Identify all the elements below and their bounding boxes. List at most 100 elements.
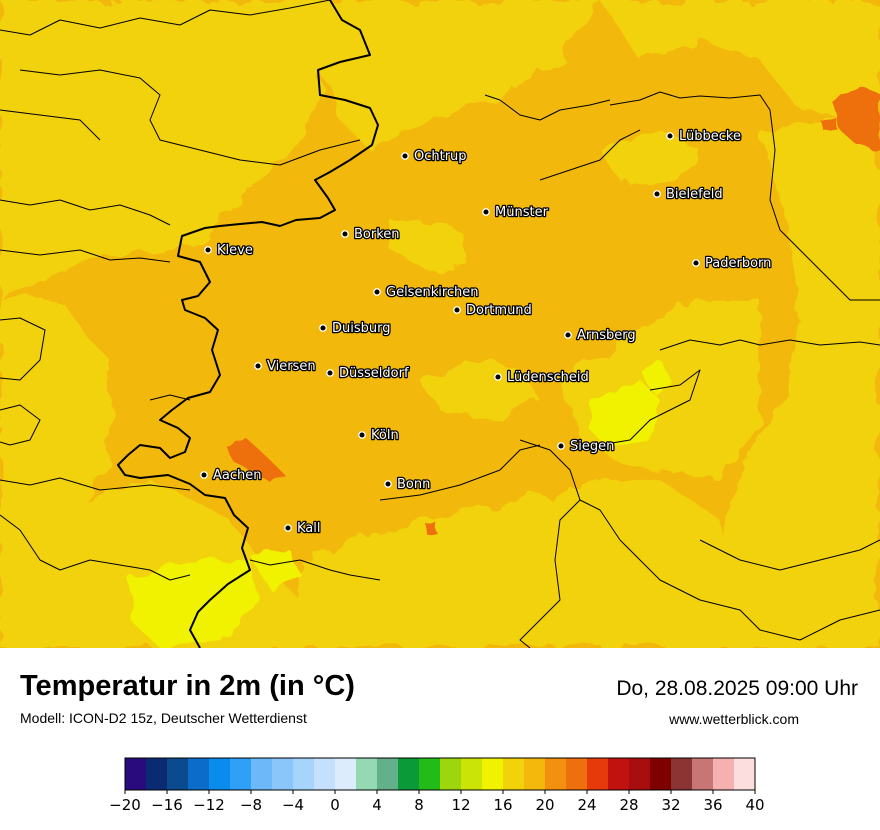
legend-swatch xyxy=(251,758,273,790)
city-kall: Kall xyxy=(284,520,322,537)
legend-swatch xyxy=(524,758,546,790)
legend-tick-label: 12 xyxy=(451,796,470,814)
legend-swatch xyxy=(272,758,294,790)
legend-swatch xyxy=(503,758,525,790)
city-label: Siegen xyxy=(570,439,614,454)
city-label: Arnsberg xyxy=(577,328,636,343)
legend-tick-label: −16 xyxy=(151,796,183,814)
admin-borders xyxy=(0,0,880,648)
city-marker-dot xyxy=(653,190,661,198)
city-lüdenscheid: Lüdenscheid xyxy=(494,369,590,386)
legend-tick-label: 0 xyxy=(330,796,340,814)
legend-swatch xyxy=(230,758,252,790)
legend-tick-label: −12 xyxy=(193,796,225,814)
legend-tick-label: 20 xyxy=(535,796,554,814)
city-aachen: Aachen xyxy=(200,467,263,484)
city-label: Bielefeld xyxy=(666,187,723,202)
city-label: Lüdenscheid xyxy=(507,370,589,385)
city-bonn: Bonn xyxy=(384,476,432,493)
city-marker-dot xyxy=(373,288,381,296)
legend-swatch xyxy=(356,758,378,790)
city-marker-dot xyxy=(341,230,349,238)
field-hot-spots xyxy=(222,88,880,534)
city-marker-dot xyxy=(666,132,674,140)
city-label: Kall xyxy=(297,521,321,536)
legend-swatch xyxy=(440,758,462,790)
legend-swatch xyxy=(314,758,336,790)
city-marker-dot xyxy=(453,306,461,314)
legend-swatch xyxy=(209,758,231,790)
legend-swatch xyxy=(587,758,609,790)
legend-swatch xyxy=(734,758,756,790)
city-viersen: Viersen xyxy=(254,358,317,375)
city-marker-dot xyxy=(482,208,490,216)
website-link[interactable]: www.wetterblick.com xyxy=(669,711,799,727)
legend-tick-label: 16 xyxy=(493,796,512,814)
forecast-datetime: Do, 28.08.2025 09:00 Uhr xyxy=(616,677,858,700)
city-label: Borken xyxy=(354,227,400,242)
city-marker-dot xyxy=(384,480,392,488)
legend-tick-label: 36 xyxy=(703,796,722,814)
legend-swatch xyxy=(671,758,693,790)
city-paderborn: Paderborn xyxy=(692,255,773,272)
city-label: Ochtrup xyxy=(414,149,467,164)
legend-swatch xyxy=(629,758,651,790)
legend-swatch xyxy=(146,758,168,790)
legend-swatch xyxy=(335,758,357,790)
city-label: Paderborn xyxy=(705,256,771,271)
model-info: Modell: ICON-D2 15z, Deutscher Wetterdie… xyxy=(20,710,307,726)
color-legend: −20 −16 −12 −8 −4 0 4 8 12 16 20 24 28 32 36 40 xyxy=(105,756,785,826)
legend-tick-label: 32 xyxy=(661,796,680,814)
legend-tick-label: −8 xyxy=(240,796,262,814)
legend-tick-label: 40 xyxy=(745,796,764,814)
legend-frame xyxy=(124,757,756,791)
legend-swatch xyxy=(398,758,420,790)
city-lübbecke: Lübbecke xyxy=(666,128,742,145)
city-label: Kleve xyxy=(217,243,253,258)
city-label: Duisburg xyxy=(332,321,391,336)
city-label: Aachen xyxy=(213,468,261,483)
field-coolest-spots xyxy=(130,360,670,648)
legend-swatch xyxy=(167,758,189,790)
legend-tick-label: 28 xyxy=(619,796,638,814)
city-bielefeld: Bielefeld xyxy=(653,186,724,203)
city-köln: Köln xyxy=(358,427,400,444)
legend-swatch xyxy=(377,758,399,790)
temperature-map: Lübbecke Ochtrup Bielefeld Münster Borken Kle… xyxy=(0,0,880,648)
city-label: Düsseldorf xyxy=(339,366,409,381)
legend-tick-label: −4 xyxy=(282,796,304,814)
city-duisburg: Duisburg xyxy=(319,320,392,337)
legend-swatch xyxy=(482,758,504,790)
city-label: Gelsenkirchen xyxy=(386,285,479,300)
legend-tick-label: 4 xyxy=(372,796,382,814)
legend-tick-label: −20 xyxy=(109,796,141,814)
city-marker-dot xyxy=(254,362,262,370)
city-label: Münster xyxy=(495,205,549,220)
city-borken: Borken xyxy=(341,226,401,243)
city-marker-dot xyxy=(564,331,572,339)
city-marker-dot xyxy=(557,442,565,450)
city-label: Köln xyxy=(371,428,399,443)
city-münster: Münster xyxy=(482,204,550,221)
city-düsseldorf: Düsseldorf xyxy=(326,365,410,382)
city-dortmund: Dortmund xyxy=(453,302,533,319)
legend-swatch xyxy=(692,758,714,790)
legend-swatch xyxy=(566,758,588,790)
city-markers: Lübbecke Ochtrup Bielefeld Münster Borken Kle… xyxy=(200,128,773,537)
legend-swatch xyxy=(188,758,210,790)
legend-swatch xyxy=(713,758,735,790)
legend-swatch xyxy=(461,758,483,790)
legend-swatch xyxy=(608,758,630,790)
city-kleve: Kleve xyxy=(204,242,254,259)
city-label: Dortmund xyxy=(466,303,532,318)
city-marker-dot xyxy=(326,369,334,377)
city-marker-dot xyxy=(692,259,700,267)
legend-swatch xyxy=(419,758,441,790)
city-marker-dot xyxy=(319,324,327,332)
legend-swatch xyxy=(650,758,672,790)
legend-tick-label: 24 xyxy=(577,796,596,814)
city-marker-dot xyxy=(200,471,208,479)
city-arnsberg: Arnsberg xyxy=(564,327,637,344)
legend-swatch xyxy=(125,758,147,790)
city-marker-dot xyxy=(494,373,502,381)
